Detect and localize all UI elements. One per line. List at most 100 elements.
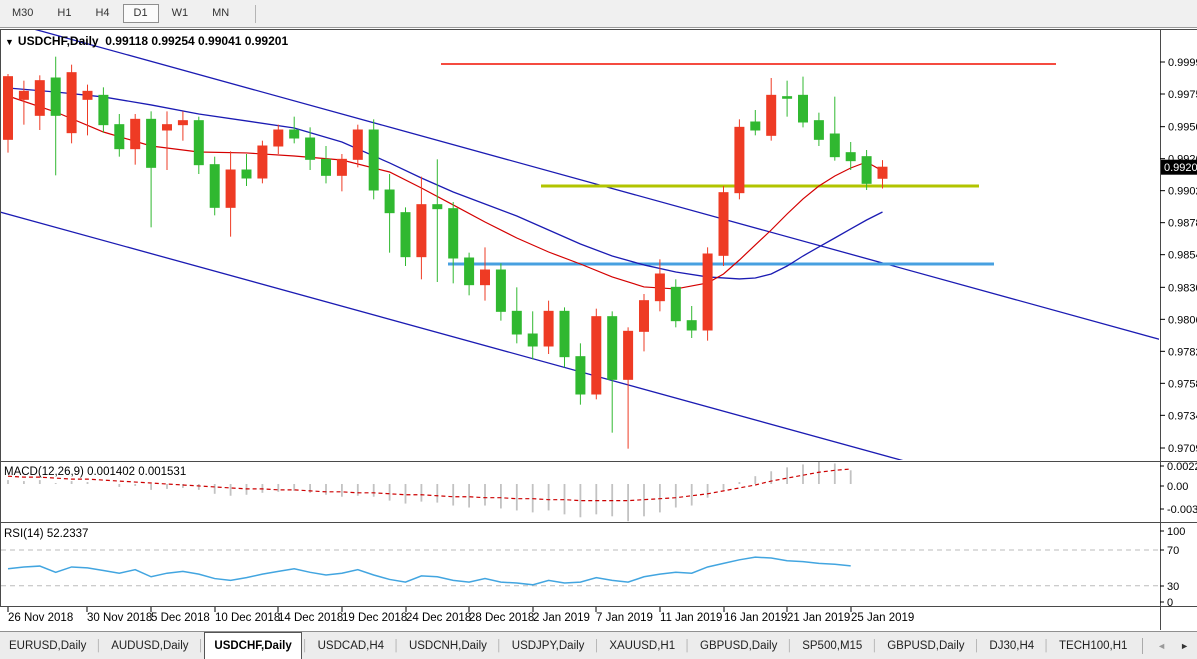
tab-usdchf-daily[interactable]: USDCHF,Daily [204,632,302,659]
candle-23 [368,119,379,200]
candle-54 [861,150,872,190]
channel-upper[interactable] [30,29,1162,340]
tab-tech100-h1[interactable]: TECH100,H1 [1059,639,1128,652]
timeframe-button-mn[interactable]: MN [212,7,230,19]
rsi-panel[interactable]: 100 70 30 0 [1,526,1185,609]
tab-scroll-arrows: ◄ ► [1142,632,1197,659]
tab-eurusd-daily[interactable]: EURUSD,Daily [9,639,87,652]
timeframe-button-w1[interactable]: W1 [171,7,189,19]
timeframe-button-h1[interactable]: H1 [57,7,72,19]
candle-30 [480,247,490,301]
candle-12 [193,116,204,174]
candle-14 [225,151,236,237]
timeframe-button-d1[interactable]: D1 [122,4,159,23]
svg-text:0.99505: 0.99505 [1168,122,1197,134]
chart-title: ▼ USDCHF,Daily 0.99118 0.99254 0.99041 0.… [5,34,288,48]
rsi-indicator-label: RSI(14) 52.2337 [4,528,89,540]
svg-text:0.99750: 0.99750 [1168,89,1197,101]
svg-text:70: 70 [1167,545,1179,557]
tab-separator: │ [786,639,794,652]
svg-text:19 Dec 2018: 19 Dec 2018 [342,612,407,624]
tab-usdcad-h4[interactable]: USDCAD,H4 [317,639,385,652]
svg-text:0.98060: 0.98060 [1168,314,1197,326]
candle-31 [495,263,506,321]
svg-text:0.98300: 0.98300 [1168,282,1197,294]
chart-tab-bar: EURUSD,Daily │ AUDUSD,Daily │ USDCHF,Daily │ U… [0,631,1197,659]
chart-menu-arrow-icon[interactable]: ▼ [5,37,14,47]
chart-symbol: USDCHF,Daily [17,34,99,48]
candle-47 [750,110,761,136]
candle-44 [702,247,713,341]
chart-canvas[interactable]: 0.999900.997500.995050.992650.990250.987… [0,29,1197,631]
candle-27 [432,159,443,282]
candle-55 [877,160,888,189]
svg-text:0.00: 0.00 [1167,481,1188,493]
candle-33 [527,311,538,360]
svg-text:0.97095: 0.97095 [1168,443,1197,455]
candle-10 [162,111,172,170]
candle-34 [543,300,554,354]
chart-ohlc-values: 0.99118 0.99254 0.99041 0.99201 [105,34,289,48]
svg-text:30: 30 [1167,581,1179,593]
candle-5 [82,84,93,136]
channel-lower[interactable] [0,211,908,462]
svg-text:0.99025: 0.99025 [1168,186,1197,198]
tab-separator: │ [684,639,692,652]
macd-panel[interactable]: 0.002247 0.00 -0.003776 [7,461,1197,522]
timeframe-button-h4[interactable]: H4 [95,7,110,19]
candle-40 [639,294,649,352]
price-axis[interactable]: 0.999900.997500.995050.992650.990250.987… [1160,57,1197,455]
tab-scroll-right-icon[interactable]: ► [1180,640,1189,651]
tab-sp500-m15[interactable]: SP500,M15 [802,639,863,652]
candle-41 [654,259,665,312]
svg-text:21 Jan 2019: 21 Jan 2019 [787,612,850,624]
candle-42 [670,279,681,328]
candle-39 [623,327,634,449]
tab-separator: │ [301,639,309,652]
svg-text:100: 100 [1167,526,1185,538]
ma-fast-line [7,95,883,290]
timeframe-toolbar: M30 H1 H4 D1 W1 MN [0,0,1197,28]
candle-1 [18,80,29,125]
candle-15 [241,154,252,186]
svg-text:0.99990: 0.99990 [1168,57,1197,69]
candle-22 [352,124,363,168]
price-panel[interactable] [0,29,1162,462]
svg-text:0.98785: 0.98785 [1168,218,1197,230]
tab-separator: │ [871,639,879,652]
candle-24 [384,174,395,253]
rsi-line [7,556,851,586]
candle-32 [511,287,522,344]
tab-separator: │ [197,639,205,652]
tab-audusd-daily[interactable]: AUDUSD,Daily [111,639,189,652]
candle-28 [448,202,459,284]
candle-53 [845,142,856,170]
svg-text:0.98545: 0.98545 [1168,250,1197,262]
candle-20 [321,146,331,184]
candle-51 [813,112,824,146]
tab-gbpusd-daily-2[interactable]: GBPUSD,Daily [887,639,965,652]
svg-text:7 Jan 2019: 7 Jan 2019 [596,612,653,624]
tab-separator: │ [1043,639,1051,652]
candle-52 [829,96,840,161]
macd-signal-line [7,468,851,502]
svg-text:0: 0 [1167,597,1173,609]
tab-separator: │ [95,639,103,652]
svg-text:16 Jan 2019: 16 Jan 2019 [724,612,787,624]
svg-text:11 Jan 2019: 11 Jan 2019 [660,612,722,624]
svg-text:0.97820: 0.97820 [1168,346,1197,358]
tab-dj30-h4[interactable]: DJ30,H4 [989,639,1035,652]
tab-usdjpy-daily[interactable]: USDJPY,Daily [511,639,585,652]
macd-indicator-label: MACD(12,26,9) 0.001402 0.001531 [4,466,187,478]
svg-text:-0.003776: -0.003776 [1167,504,1197,516]
timeframe-button-m30[interactable]: M30 [12,7,34,19]
tab-gbpusd-daily[interactable]: GBPUSD,Daily [700,639,778,652]
tab-scroll-left-icon[interactable]: ◄ [1157,640,1167,651]
tab-usdcnh-daily[interactable]: USDCNH,Daily [408,639,487,652]
candle-18 [289,116,300,144]
tab-xauusd-h1[interactable]: XAUUSD,H1 [609,639,676,652]
ma-slow-line [7,87,883,280]
svg-text:24 Dec 2018: 24 Dec 2018 [406,612,471,624]
